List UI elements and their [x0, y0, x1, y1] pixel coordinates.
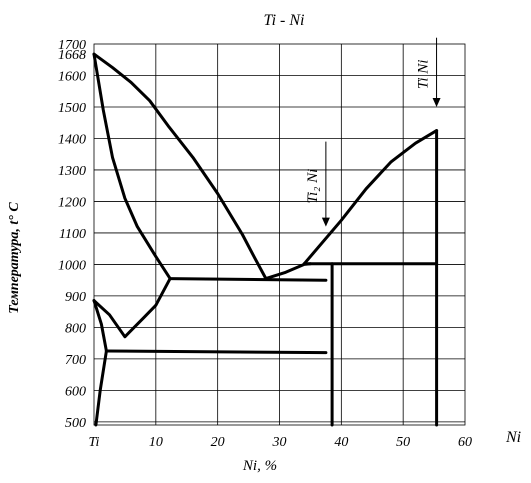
phase-boundary-line: [104, 349, 328, 355]
y-tick-label: 1500: [58, 101, 86, 116]
annotations: Ti₂ Ni Ti Ni: [305, 37, 441, 227]
y-tick-label: 1700: [58, 38, 86, 53]
x-tick-label: Ti: [89, 435, 100, 450]
y-tick-label: 1300: [58, 164, 86, 179]
phase-boundary-line: [92, 277, 172, 339]
chart-title: Ti - Ni: [264, 12, 305, 29]
y-tick-label: 1400: [58, 132, 86, 147]
y-tick-labels: 500 600 700 800 900 1000 1100 1200 1300 1400 1500 1…: [58, 38, 86, 431]
phase-boundary-line: [92, 52, 268, 281]
annotation-arrowhead: [432, 97, 441, 107]
y-tick-label: 1100: [59, 227, 86, 242]
x-tick-label: 50: [396, 435, 410, 450]
x-tick-label: 20: [211, 435, 225, 450]
x-tick-label: 30: [272, 435, 287, 450]
x-axis-label: Ni, %: [242, 458, 277, 474]
phase-boundary-line: [264, 262, 312, 281]
y-tick-label: 600: [65, 384, 86, 399]
annotation-label: Ti Ni: [416, 60, 432, 90]
annotation-label: Ti₂ Ni: [305, 169, 321, 204]
phase-boundary-line: [94, 349, 108, 427]
y-tick-label: 1200: [58, 195, 86, 210]
x-tick-label: 60: [458, 435, 472, 450]
phase-boundary-line: [92, 299, 108, 353]
phase-boundary-line: [92, 52, 172, 281]
phase-boundary-line: [168, 277, 328, 282]
y-tick-label: 700: [65, 353, 86, 368]
phase-boundary-line: [302, 129, 439, 266]
y-tick-label: 500: [65, 416, 86, 431]
phase-lines: [92, 52, 439, 427]
x-tick-label: 10: [149, 435, 163, 450]
x-tick-labels: Ti 10 20 30 40 50 60: [89, 435, 472, 450]
annotation-arrowhead: [321, 217, 330, 227]
y-tick-label: 900: [65, 290, 86, 305]
x-axis-end-label: Ni: [505, 429, 521, 446]
x-tick-label: 40: [334, 435, 348, 450]
y-axis-label: Температура, t° C: [7, 202, 22, 314]
y-tick-label: 1000: [58, 258, 86, 273]
y-tick-label: 1600: [58, 69, 86, 84]
y-tick-label: 1668: [58, 48, 86, 63]
y-tick-label: 800: [65, 321, 86, 336]
